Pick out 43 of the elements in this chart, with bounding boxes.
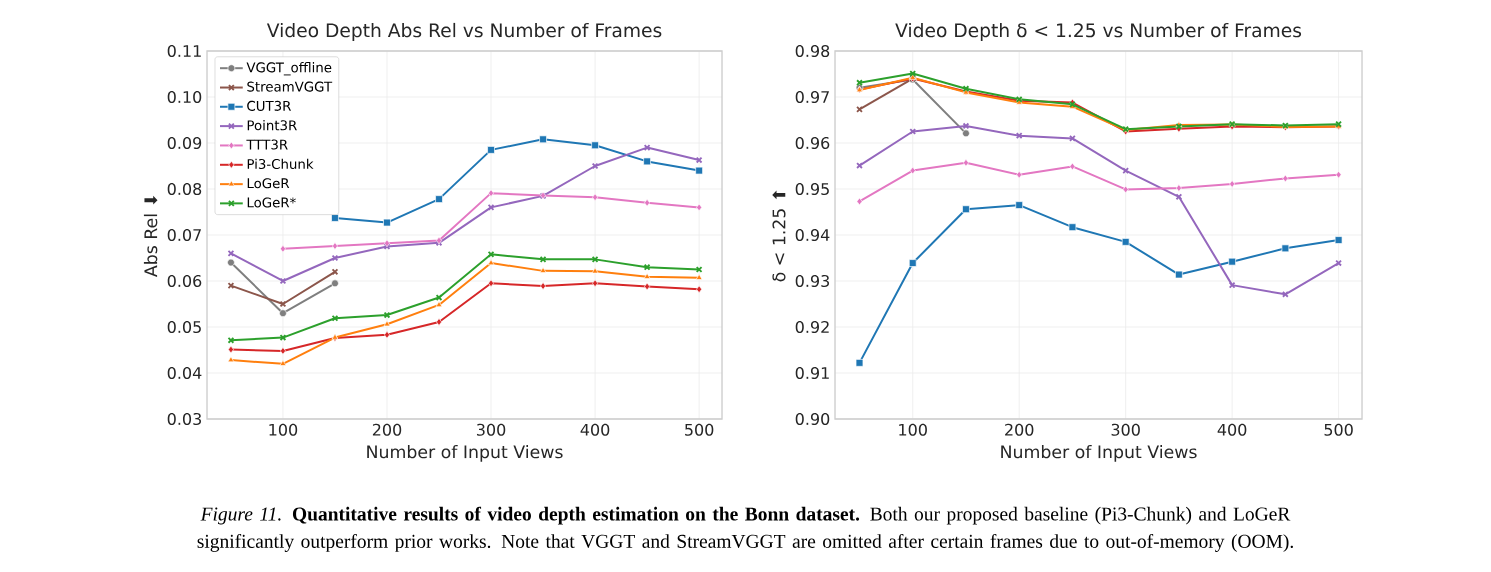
y-axis-title: δ < 1.25 ⬆ xyxy=(772,190,786,282)
legend-label: Point3R xyxy=(247,120,297,131)
text: Figure 11. Quantitative results of video depth estimation on the Bonn dataset. Both our proposed baseline (Pi3-Chunk) and LoGeR significantly outperform prior works. Note that VGGT and StreamVGGT are omitted after certain frames due to out-of-memory (OOM). xyxy=(197,506,1293,552)
x-tick-label: 100 xyxy=(899,423,927,436)
y-tick-label: 0.11 xyxy=(167,44,201,58)
legend-label: Pi3-Chunk xyxy=(247,158,314,170)
y-tick-label: 0.03 xyxy=(167,412,201,426)
y-tick-label: 0.04 xyxy=(167,366,202,380)
y-tick-label: 0.90 xyxy=(795,412,830,426)
x-tick-label: 500 xyxy=(685,423,714,436)
x-tick-label: 400 xyxy=(580,423,610,436)
x-axis-title: Number of Input Views xyxy=(1001,444,1197,462)
legend-label: LoGeR* xyxy=(247,197,296,208)
y-tick-label: 0.06 xyxy=(167,274,202,288)
legend-label: VGGT_offline xyxy=(246,62,332,76)
x-tick-label: 500 xyxy=(1324,423,1353,436)
y-tick-label: 0.95 xyxy=(795,182,829,196)
x-axis-title: Number of Input Views xyxy=(367,444,563,462)
y-tick-label: 0.08 xyxy=(167,182,202,196)
y-tick-label: 0.98 xyxy=(795,44,830,58)
legend-label: LoGeR xyxy=(247,178,290,189)
legend-label: TTT3R xyxy=(246,139,288,150)
y-tick-label: 0.10 xyxy=(167,90,202,104)
legend-label: StreamVGGT xyxy=(247,81,333,92)
y-axis-title: Abs Rel ⬇ xyxy=(143,195,158,277)
x-tick-label: 300 xyxy=(476,423,506,436)
y-tick-label: 0.92 xyxy=(795,320,829,334)
x-tick-label: 400 xyxy=(1217,423,1247,436)
y-tick-label: 0.07 xyxy=(167,228,201,242)
y-tick-label: 0.91 xyxy=(795,366,829,380)
x-tick-label: 300 xyxy=(1111,423,1140,436)
y-tick-label: 0.94 xyxy=(795,228,830,242)
y-tick-label: 0.96 xyxy=(795,136,830,150)
y-tick-label: 0.09 xyxy=(167,136,202,150)
y-tick-label: 0.05 xyxy=(167,320,201,334)
chart-title: Video Depth δ < 1.25 vs Number of Frames xyxy=(895,22,1302,41)
legend-label: CUT3R xyxy=(247,100,292,111)
y-tick-label: 0.97 xyxy=(795,90,829,104)
x-tick-label: 100 xyxy=(269,423,298,436)
x-tick-label: 200 xyxy=(1005,423,1034,436)
y-tick-label: 0.93 xyxy=(795,274,829,288)
x-tick-label: 200 xyxy=(372,423,402,436)
chart-title: Video Depth Abs Rel vs Number of Frames xyxy=(266,22,662,41)
